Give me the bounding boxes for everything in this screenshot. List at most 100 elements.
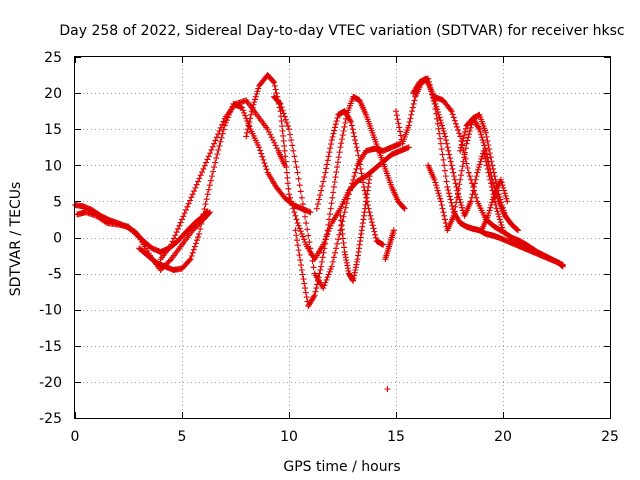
y-tick-label: 5 [53,194,62,210]
data-point [329,133,336,140]
data-point [294,169,301,176]
data-point [436,130,443,137]
data-point [199,169,206,176]
data-point [328,137,335,144]
data-point [348,118,355,125]
data-point [204,156,211,163]
data-point [458,141,465,148]
data-point [325,221,332,228]
data-point [458,167,465,174]
data-point [465,134,472,141]
data-point [188,253,195,260]
data-point [314,277,321,284]
data-point [324,227,331,234]
data-point [497,219,504,226]
data-point [273,90,280,97]
data-point [220,118,227,125]
data-point [323,276,330,283]
data-point [278,104,285,111]
data-point [299,201,306,208]
data-point [310,264,317,271]
data-point [335,236,342,243]
data-point [322,279,329,286]
data-point [449,111,456,118]
data-point [501,187,508,194]
data-point [317,266,324,273]
data-point [189,191,196,198]
data-point [286,191,292,198]
data-point [265,128,272,135]
data-point [129,227,136,234]
data-point [305,232,312,239]
data-point [495,211,502,218]
x-tick-label: 5 [178,429,187,445]
data-point [407,115,414,122]
data-point [455,185,462,192]
data-point [487,169,494,176]
data-point [272,142,279,149]
data-point [250,101,257,108]
data-point [495,213,502,220]
data-point [475,124,482,131]
data-point [350,176,357,183]
data-point [244,129,251,136]
data-point [102,219,109,226]
data-point [299,271,306,278]
data-point [396,124,403,131]
data-point [333,245,340,252]
data-point [448,162,455,169]
x-tick-label: 20 [494,429,512,445]
data-point [442,173,449,180]
data-point [333,118,340,125]
data-point [282,116,289,123]
data-point [292,158,299,165]
data-point [441,130,448,137]
data-point [190,246,197,253]
data-point [446,193,453,200]
data-point [296,225,303,232]
data-point [255,85,262,92]
data-point [431,176,438,183]
data-point [494,208,501,215]
data-point [298,266,305,273]
data-point [238,104,245,111]
data-point [174,225,181,232]
data-point [514,227,521,234]
data-point [336,149,343,156]
data-point [264,126,271,133]
data-point [176,222,183,229]
data-point [372,231,379,238]
data-point [283,169,290,176]
data-point [300,276,307,283]
data-point [484,137,491,144]
data-point [441,212,448,219]
data-point [380,241,387,248]
data-point [290,147,297,154]
y-tick-label: 10 [44,158,62,174]
data-point [173,229,180,236]
data-point [189,227,196,234]
data-point [326,268,333,275]
data-points [72,72,566,393]
data-point [323,161,330,168]
data-point [501,190,508,197]
data-point [242,112,249,119]
data-point [263,166,270,173]
data-point [433,115,440,122]
data-point [239,107,246,114]
data-point [437,198,444,205]
data-point [192,240,199,247]
data-point [328,200,335,207]
axis-tick-labels: 0 5 10 15 20 25 -25 -20 -15 -10 -5 0 5 10 15 20 25 [39,50,619,445]
data-point [243,133,250,140]
data-point [281,113,288,120]
data-point [294,242,301,249]
data-point [464,137,471,144]
data-point [307,245,314,252]
data-point [302,289,309,296]
data-point [347,117,354,124]
data-point [437,195,444,202]
data-point [187,256,194,263]
data-point [260,156,267,163]
data-point [304,226,311,233]
